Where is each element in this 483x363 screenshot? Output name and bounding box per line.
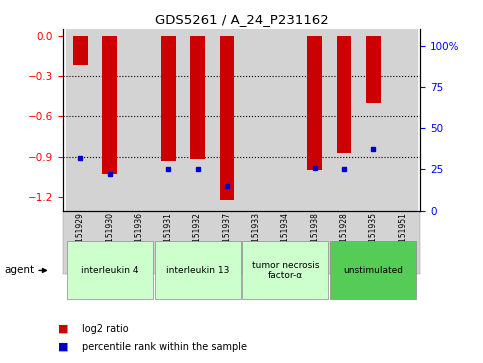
Bar (66, 29, 95, 211)
Bar (359, 29, 388, 211)
Text: tumor necrosis
factor-α: tumor necrosis factor-α (252, 261, 319, 280)
Bar (212, 29, 242, 211)
Bar (154, 29, 183, 211)
Text: agent: agent (5, 265, 35, 276)
Bar (271, 29, 300, 211)
Bar (161, 36, 176, 161)
Text: unstimulated: unstimulated (343, 266, 403, 275)
Bar (307, 36, 322, 170)
Bar (337, 36, 351, 153)
Text: log2 ratio: log2 ratio (82, 323, 129, 334)
Bar (366, 36, 381, 103)
Bar (242, 29, 271, 211)
Bar (183, 29, 212, 211)
Text: ■: ■ (58, 342, 69, 352)
Bar (190, 36, 205, 159)
Bar (73, 36, 88, 65)
Text: interleukin 13: interleukin 13 (166, 266, 229, 275)
Text: ■: ■ (58, 323, 69, 334)
Bar (300, 29, 329, 211)
Bar (329, 29, 359, 211)
Text: interleukin 4: interleukin 4 (81, 266, 139, 275)
Bar (388, 29, 417, 211)
Bar (102, 36, 117, 174)
Title: GDS5261 / A_24_P231162: GDS5261 / A_24_P231162 (155, 13, 328, 26)
Bar (124, 29, 154, 211)
Bar (95, 29, 124, 211)
Text: percentile rank within the sample: percentile rank within the sample (82, 342, 247, 352)
Bar (220, 36, 234, 200)
